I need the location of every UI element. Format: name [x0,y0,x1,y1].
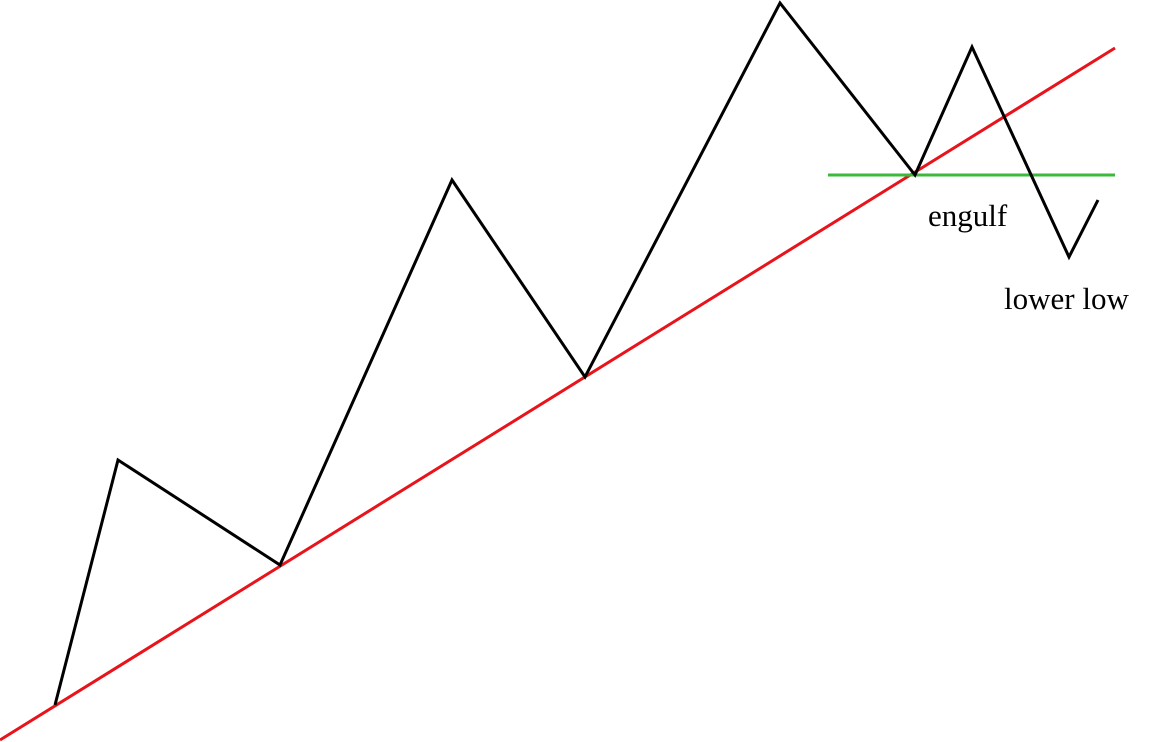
lower-low-label: lower low [1004,281,1129,316]
trendline [0,46,1116,742]
engulf-label: engulf [928,198,1008,233]
price-zigzag [53,0,1100,706]
